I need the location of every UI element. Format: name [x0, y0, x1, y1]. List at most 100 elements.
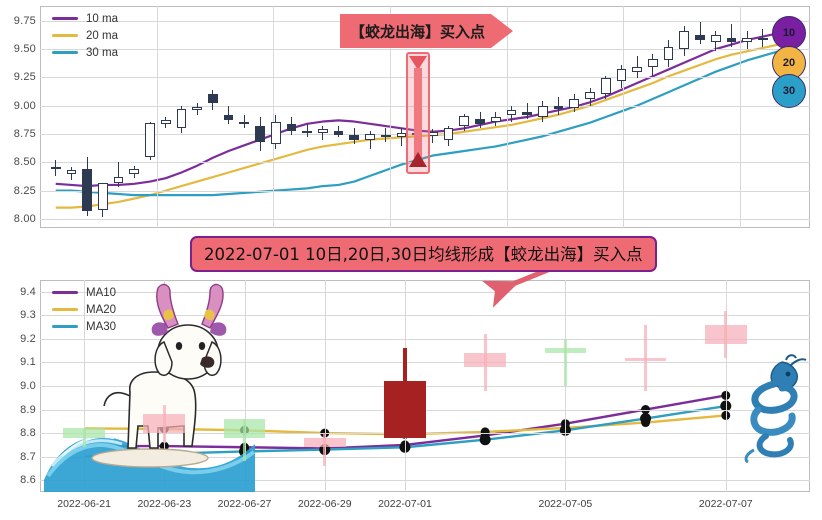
candle-wick: [306, 123, 308, 138]
bottom-chart-x-tick: 2022-06-29: [297, 498, 352, 510]
chart-title-text: 2022-07-01 10日,20日,30日均线形成【蛟龙出海】买入点: [204, 245, 643, 264]
legend-item-30ma: 30 ma: [52, 44, 118, 61]
candle-wick: [762, 28, 764, 47]
legend-swatch-30ma: [52, 51, 78, 54]
candle-body: [207, 94, 218, 104]
candle-body: [333, 130, 344, 136]
ma20-badge-label: 20: [782, 57, 796, 69]
candle-body: [490, 117, 501, 122]
legend-item-20ma: 20 ma: [52, 27, 118, 44]
gridline-horizontal: [40, 315, 810, 317]
ma10-badge: 10: [772, 16, 806, 50]
gridline-horizontal: [40, 77, 810, 79]
candle-wick: [118, 162, 120, 188]
gridline-vertical: [273, 6, 275, 228]
bottom-chart-y-tick: 9.0: [20, 380, 36, 392]
buy-point-candle-body: [384, 381, 426, 438]
top-chart-panel: 8.00 8.25 8.50 8.75 9.00 9.25 9.50 9.75 10 ma 2…: [0, 0, 822, 234]
legend-label-30ma: 30 ma: [86, 46, 118, 59]
candle-body: [742, 37, 752, 43]
candle-body: [464, 353, 506, 368]
legend-swatch-ma10: [52, 291, 78, 294]
top-chart-y-tick: 8.50: [13, 156, 36, 169]
legend-label-10ma: 10 ma: [86, 12, 118, 25]
legend-swatch-10ma: [52, 17, 78, 20]
candle-body: [255, 126, 265, 142]
candle-body: [726, 37, 737, 43]
candle-body: [600, 78, 611, 95]
ma-point-marker: [479, 434, 491, 446]
candle-body: [97, 182, 108, 210]
candle-body: [624, 357, 667, 361]
buy-point-annotation-banner: 【蛟龙出海】买入点: [340, 14, 514, 48]
gridline-horizontal: [40, 105, 810, 107]
gridline-vertical: [244, 280, 246, 492]
gridline-vertical: [740, 6, 741, 228]
candle-body: [160, 120, 171, 124]
gridline-horizontal: [40, 218, 810, 220]
candle-body: [443, 128, 454, 140]
gridline-vertical: [565, 280, 567, 492]
candle-body: [192, 106, 202, 111]
candle-body: [143, 414, 186, 434]
gridline-horizontal: [40, 190, 810, 192]
candle-wick: [432, 129, 434, 144]
bottom-chart-y-tick: 9.3: [20, 309, 36, 322]
gridline-horizontal: [40, 291, 810, 293]
candle-wick: [699, 21, 701, 45]
top-chart-y-tick: 9.75: [13, 14, 36, 27]
bottom-chart-x-tick: 2022-06-21: [57, 498, 111, 510]
top-chart-y-tick: 8.75: [13, 127, 36, 140]
legend-label-ma20: MA20: [86, 303, 117, 316]
candle-body: [710, 35, 721, 43]
ma10-badge-label: 10: [782, 27, 796, 39]
candle-body: [270, 121, 281, 145]
top-chart-y-tick: 9.25: [13, 71, 36, 84]
blue-dragon-decoration-icon: [738, 354, 808, 464]
candle-body: [223, 418, 266, 438]
bottom-chart-x-tick: 2022-06-23: [137, 498, 192, 510]
candle-body: [365, 133, 375, 140]
candle-body: [239, 121, 250, 124]
legend-swatch-ma30: [52, 325, 78, 328]
candle-wick: [558, 96, 560, 115]
candle-body: [82, 169, 92, 211]
legend-item-ma20: MA20: [52, 301, 116, 318]
bottom-chart-y-tick: 8.7: [20, 450, 36, 463]
annotation-banner-text: 【蛟龙出海】买入点: [350, 22, 486, 41]
gridline-horizontal: [40, 338, 810, 340]
candle-body: [317, 129, 328, 133]
buy-point-stem: [414, 68, 422, 158]
bottom-chart-x-tick: 2022-07-07: [698, 498, 753, 510]
gridline-horizontal: [40, 480, 810, 482]
ma-line-10ma: [55, 29, 795, 188]
ma30-badge-label: 30: [782, 85, 796, 97]
candle-wick: [228, 105, 230, 124]
chart-title-banner: 2022-07-01 10日,20日,30日均线形成【蛟龙出海】买入点: [190, 236, 657, 272]
candle-body: [475, 119, 485, 124]
candle-body: [396, 132, 407, 138]
candle-body: [349, 135, 360, 140]
bottom-chart-x-tick: 2022-07-05: [538, 498, 593, 510]
bottom-chart-y-tick: 9.4: [20, 285, 36, 298]
legend-swatch-ma20: [52, 308, 78, 311]
gridline-vertical: [84, 280, 86, 492]
candle-body: [129, 169, 140, 174]
gridline-vertical: [156, 6, 158, 228]
legend-label-ma10: MA10: [86, 286, 117, 299]
candle-wick: [636, 55, 638, 79]
candle-body: [704, 324, 747, 344]
top-chart-y-tick: 9.00: [13, 99, 36, 112]
candle-body: [63, 428, 105, 438]
candle-wick: [730, 24, 732, 47]
candle-body: [553, 105, 564, 110]
ma-point-marker: [480, 427, 490, 437]
candle-wick: [82, 428, 86, 448]
gridline-horizontal: [40, 362, 810, 364]
candle-body: [50, 166, 61, 170]
candle-body: [113, 177, 124, 183]
gridline-vertical: [390, 6, 391, 228]
legend-swatch-20ma: [52, 34, 78, 37]
surfing-dog-decoration-icon: [42, 280, 257, 492]
bottom-chart-y-tick: 8.6: [20, 474, 36, 487]
